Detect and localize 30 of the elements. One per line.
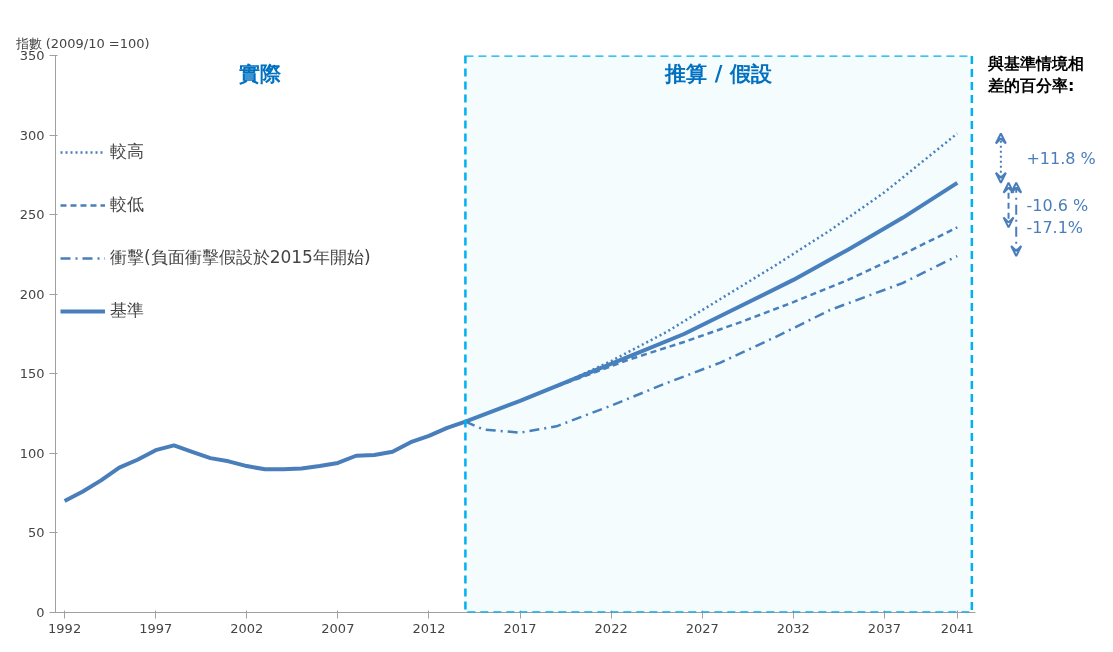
y-tick-label: 300 — [19, 127, 45, 143]
y-tick-label: 200 — [19, 286, 45, 302]
x-tick-label: 2012 — [412, 620, 446, 636]
x-tick-label: 2002 — [230, 620, 264, 636]
y-axis-title: 指數 (2009/10 =100) — [14, 35, 150, 51]
legend-label: 較低 — [110, 193, 144, 216]
x-tick-label: 2032 — [776, 620, 810, 636]
x-tick-label: 2007 — [321, 620, 355, 636]
legend-label: 衝擊(負面衝擊假設於2015年開始) — [110, 246, 371, 269]
text: -17.1% — [1026, 217, 1084, 237]
text: -10.6 % — [1026, 195, 1089, 215]
x-tick-label: 2027 — [685, 620, 719, 636]
y-tick-label: 50 — [27, 525, 45, 541]
text: +11.8 % — [1026, 148, 1096, 168]
text: 與基準情境相差的百分率: — [987, 53, 1085, 96]
legend-label: 基準 — [110, 299, 144, 322]
y-tick-label: 250 — [19, 207, 45, 223]
y-tick-label: 350 — [19, 48, 45, 63]
x-tick-label: 2017 — [503, 620, 537, 636]
x-tick-label: 2041 — [940, 620, 974, 636]
y-tick-label: 0 — [36, 605, 45, 620]
legend-label: 較高 — [110, 140, 144, 163]
band-label: 推算 / 假設 — [664, 61, 773, 86]
x-tick-label: 1997 — [139, 620, 173, 636]
x-tick-label: 2037 — [867, 620, 901, 636]
x-tick-label: 1992 — [48, 620, 82, 636]
x-tick-label: 2022 — [594, 620, 628, 636]
y-tick-label: 150 — [19, 366, 45, 382]
annotation: 實際 — [239, 61, 283, 86]
y-tick-label: 100 — [19, 445, 45, 461]
